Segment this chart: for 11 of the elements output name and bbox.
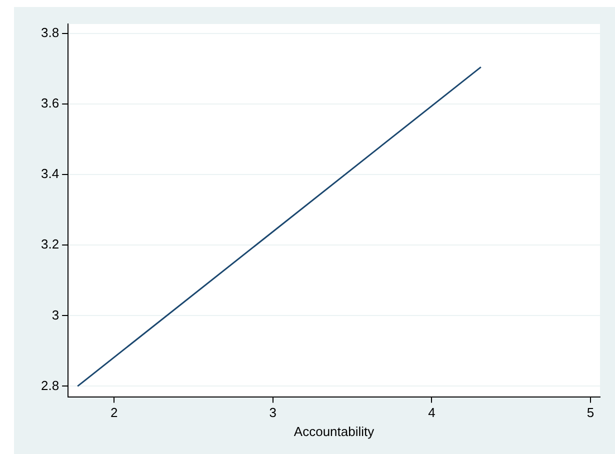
x-tick-label: 4 [428, 405, 436, 420]
y-tick-label: 3.6 [40, 96, 60, 111]
y-tick-label: 3.2 [40, 236, 60, 252]
x-tick-label: 3 [269, 405, 277, 420]
x-axis-title: Accountability [294, 424, 375, 439]
y-tick-label: 3.4 [40, 166, 60, 182]
y-tick-label: 3 [52, 307, 60, 322]
x-tick-label: 2 [110, 405, 118, 420]
x-tick-label: 5 [586, 405, 594, 420]
y-tick-label: 2.8 [40, 378, 60, 393]
y-tick-label: 3.8 [40, 25, 60, 40]
